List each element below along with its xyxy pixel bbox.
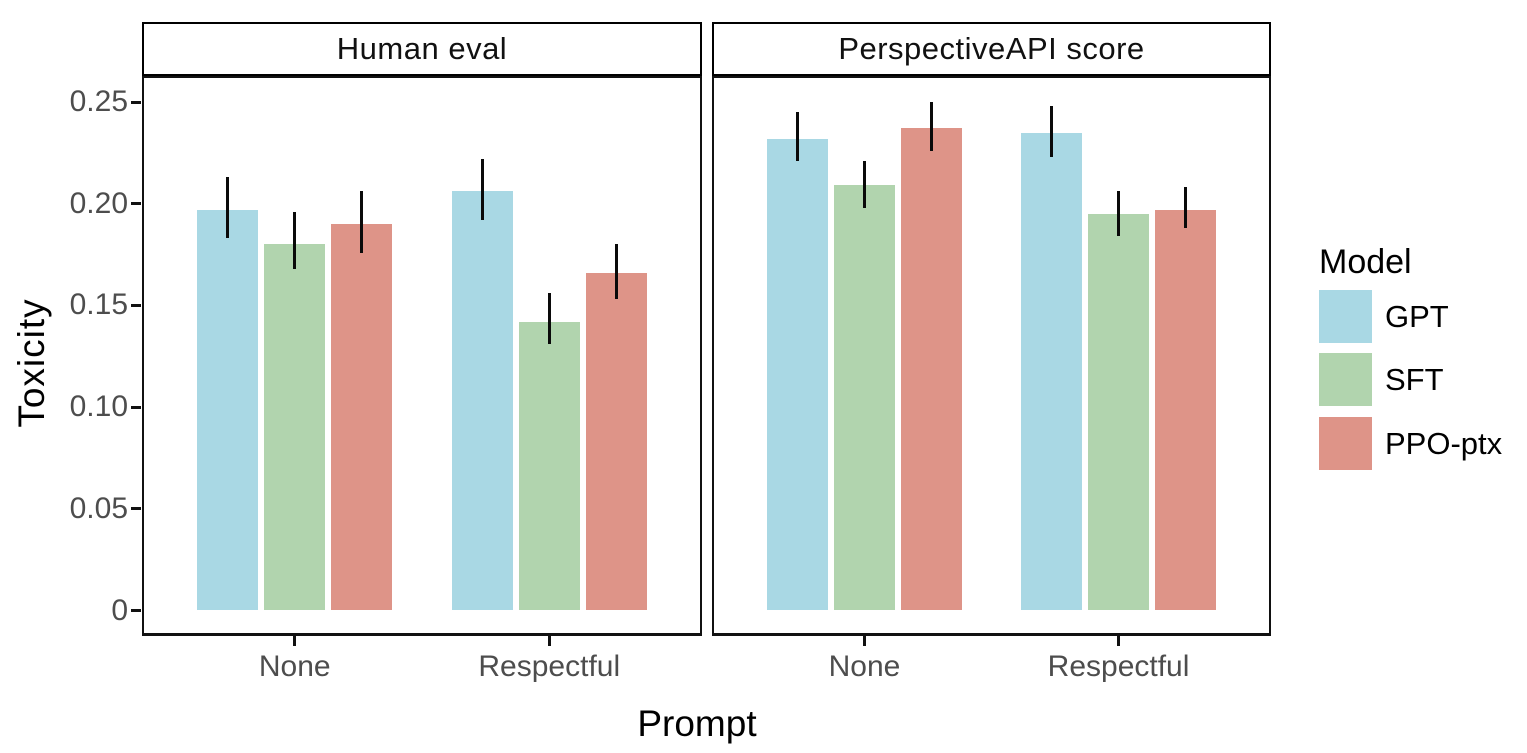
errorbar-human-eval-respectful-sft [547,293,551,345]
legend-title: Model [1319,243,1412,281]
legend-item-sft: SFT [1319,353,1444,406]
facet-strip-label-perspectiveapi-score: PerspectiveAPI score [838,31,1145,66]
y-tick-mark-0-15 [131,303,141,307]
legend-label-sft: SFT [1385,361,1444,397]
errorbar-human-eval-none-sft [293,211,297,269]
facet-strip-human-eval: Human eval [142,22,702,76]
bar-perspectiveapi-score-none-gpt [766,138,828,611]
legend-swatch-sft [1319,353,1372,406]
y-tick-label-0: 0 [111,593,128,627]
errorbar-perspectiveapi-score-none-ppo-ptx [929,102,933,151]
bar-human-eval-none-sft [264,244,326,611]
legend-swatch-ppo-ptx [1319,417,1372,470]
x-tick-mark-perspectiveapi-score-respectful [1117,636,1121,646]
y-tick-mark-0-25 [131,100,141,104]
y-tick-label-0-20: 0.20 [69,186,128,220]
x-tick-mark-human-eval-none [293,636,297,646]
bar-human-eval-none-gpt [197,209,259,611]
y-tick-label-0-25: 0.25 [69,85,128,118]
x-tick-mark-perspectiveapi-score-none [862,636,866,646]
y-axis-title: Toxicity [11,298,52,428]
bar-perspectiveapi-score-none-sft [833,185,895,611]
bar-human-eval-none-ppo-ptx [331,224,393,611]
bar-human-eval-respectful-ppo-ptx [585,272,647,611]
y-tick-mark-0-20 [131,202,141,206]
x-tick-label-perspectiveapi-score-none: None [828,650,901,683]
y-tick-label-0-10: 0.10 [69,390,128,424]
y-tick-label-0-05: 0.05 [69,491,128,525]
x-tick-label-human-eval-respectful: Respectful [478,650,621,683]
legend-item-gpt: GPT [1319,290,1449,343]
legend-label-gpt: GPT [1385,298,1449,334]
legend-label-ppo-ptx: PPO-ptx [1385,425,1503,461]
errorbar-perspectiveapi-score-respectful-ppo-ptx [1184,187,1188,229]
errorbar-human-eval-none-gpt [226,177,230,239]
bar-perspectiveapi-score-respectful-ppo-ptx [1155,209,1217,611]
errorbar-human-eval-respectful-gpt [480,158,484,220]
y-tick-label-0-15: 0.15 [69,288,128,322]
x-tick-mark-human-eval-respectful [547,636,551,646]
bar-human-eval-respectful-sft [518,321,580,611]
legend-swatch-gpt [1319,290,1372,343]
bar-perspectiveapi-score-respectful-sft [1088,213,1150,611]
errorbar-perspectiveapi-score-none-sft [862,160,866,208]
bar-perspectiveapi-score-respectful-gpt [1021,132,1083,611]
y-tick-mark-0-05 [131,507,141,511]
x-axis-title: Prompt [637,703,757,744]
bar-human-eval-respectful-gpt [451,191,513,611]
x-tick-label-human-eval-none: None [258,650,331,683]
y-tick-mark-0-10 [131,405,141,409]
errorbar-perspectiveapi-score-none-gpt [795,112,799,161]
x-tick-label-perspectiveapi-score-respectful: Respectful [1047,650,1190,683]
facet-strip-perspectiveapi-score: PerspectiveAPI score [712,22,1271,76]
errorbar-human-eval-respectful-ppo-ptx [614,244,618,300]
legend-item-ppo-ptx: PPO-ptx [1319,417,1502,470]
errorbar-human-eval-none-ppo-ptx [360,191,364,253]
facet-strip-label-human-eval: Human eval [336,31,508,66]
bar-perspectiveapi-score-none-ppo-ptx [900,128,962,611]
errorbar-perspectiveapi-score-respectful-sft [1117,191,1121,237]
y-tick-mark-0 [131,609,141,612]
errorbar-perspectiveapi-score-respectful-gpt [1050,106,1054,157]
